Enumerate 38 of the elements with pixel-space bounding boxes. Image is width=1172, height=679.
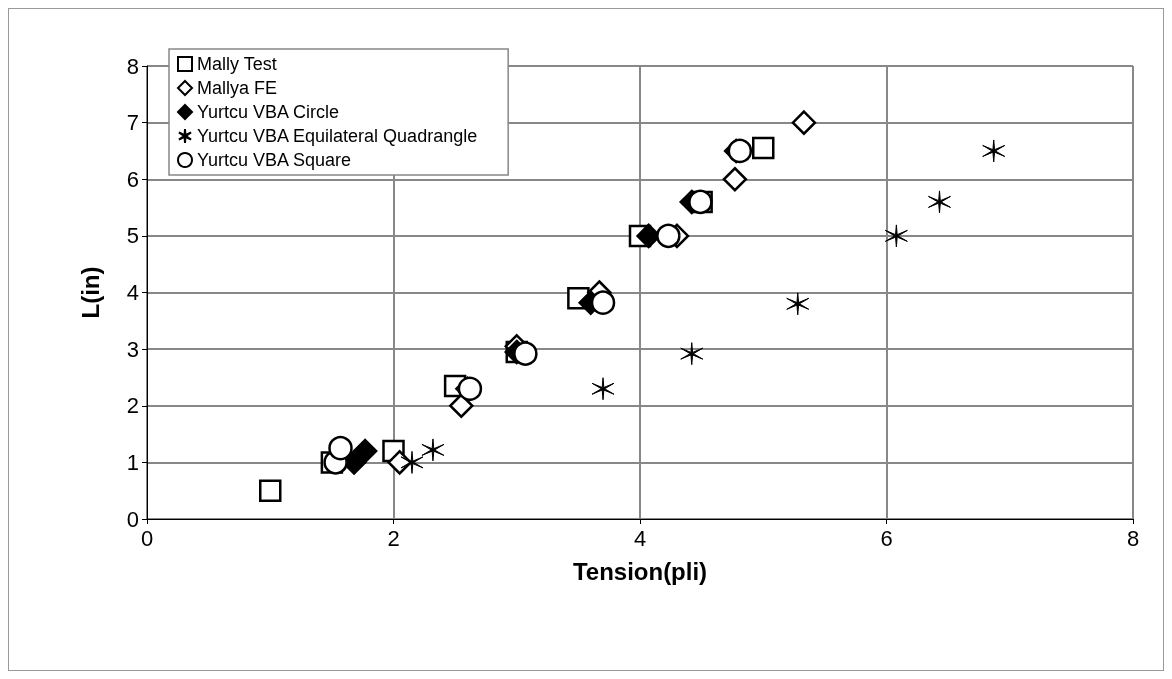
point (328, 435, 353, 461)
y-tick-label: 7 (126, 110, 139, 136)
legend-label: Yurtcu VBA Square (197, 150, 352, 170)
legend-label: Mally Test (197, 54, 277, 74)
point (982, 139, 1006, 163)
point (400, 450, 424, 474)
x-tick-label: 2 (387, 525, 400, 551)
y-axis-title: L(in) (76, 266, 104, 319)
legend-label: Yurtcu VBA Circle (197, 102, 340, 122)
y-tick-label: 0 (126, 506, 139, 532)
y-tick-label: 6 (126, 166, 139, 192)
x-tick-label: 6 (880, 525, 893, 551)
point (513, 341, 538, 366)
point (791, 110, 817, 135)
x-tick-label: 8 (1126, 525, 1140, 551)
y-tick-label: 4 (126, 280, 139, 305)
point (928, 190, 951, 214)
y-tick-label: 2 (126, 393, 139, 419)
y-tick-label: 5 (126, 223, 139, 249)
point (727, 138, 753, 164)
point (884, 224, 908, 248)
point (590, 290, 616, 315)
point (591, 377, 615, 401)
point (680, 342, 704, 366)
point (259, 479, 282, 502)
y-tick-label: 1 (126, 449, 139, 475)
point (722, 167, 748, 192)
legend-label: Mallya FE (197, 78, 278, 98)
y-tick-label: 8 (126, 53, 139, 79)
x-tick-label: 4 (633, 525, 647, 551)
point (352, 438, 378, 464)
point (786, 292, 810, 316)
x-axis-title: Tension(pli) (572, 557, 708, 585)
point (421, 438, 445, 462)
point (656, 223, 681, 249)
legend-label: Yurtcu VBA Equilateral Quadrangle (197, 126, 478, 146)
point (752, 136, 775, 160)
y-tick-label: 3 (126, 336, 139, 362)
